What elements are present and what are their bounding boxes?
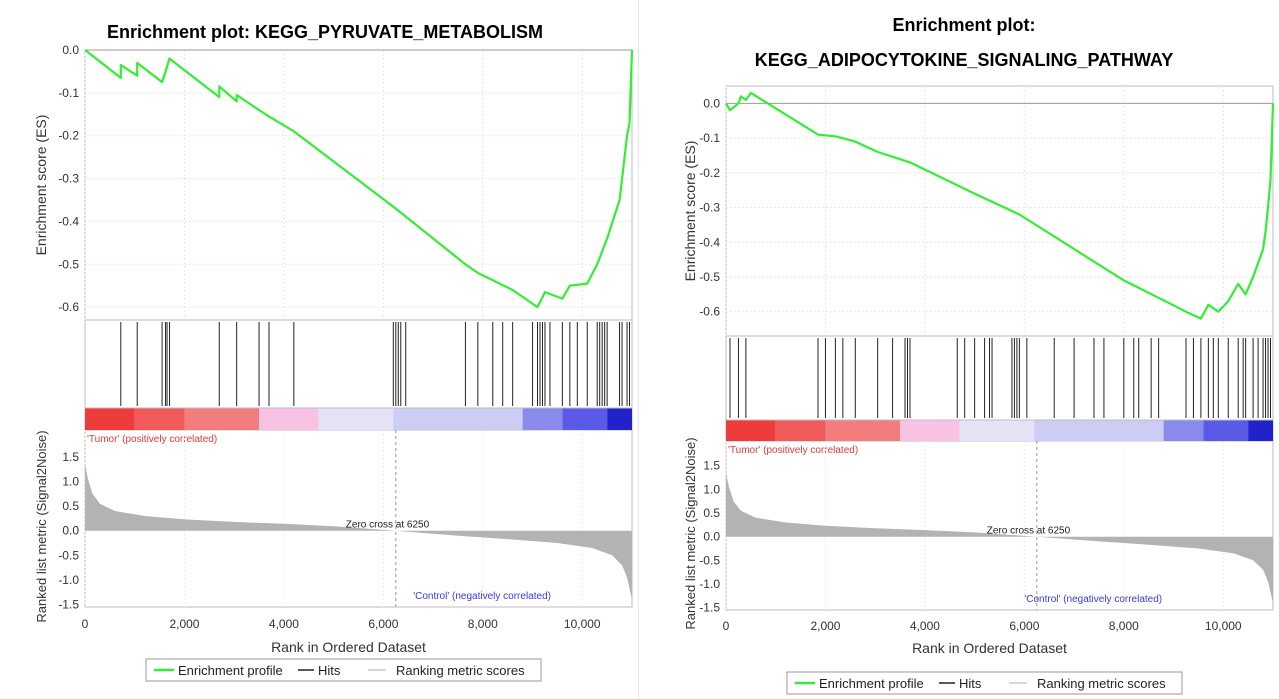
x-tick-label: 8,000: [468, 617, 498, 631]
x-axis-label: Rank in Ordered Dataset: [912, 640, 1067, 656]
heat-segment: [134, 408, 185, 430]
heat-segment: [900, 420, 960, 441]
enrichment-plot-adipocytokine: Enrichment plot: KEGG_ADIPOCYTOKINE_SIGNA…: [641, 0, 1279, 699]
metric-tick-label: 1.0: [62, 475, 79, 489]
metric-tick-label: -0.5: [699, 553, 720, 567]
metric-tick-label: 0.0: [62, 524, 79, 538]
es-tick-label: -0.5: [699, 270, 720, 284]
enrichment-plot-pyruvate: Enrichment plot: KEGG_PYRUVATE_METABOLIS…: [0, 0, 638, 699]
x-tick-label: 6,000: [1009, 619, 1039, 633]
metric-tick-label: -1.5: [699, 601, 720, 615]
heat-segment: [825, 420, 901, 441]
metric-tick-label: -1.5: [58, 598, 79, 612]
legend-frame: [145, 658, 542, 682]
metric-tick-label: 1.5: [62, 450, 79, 464]
metric-tick-label: 0.5: [62, 499, 79, 513]
panel-divider: [638, 0, 642, 699]
es-tick-label: 0.0: [703, 96, 720, 110]
heat-segment: [562, 408, 608, 430]
es-tick-label: -0.6: [699, 305, 720, 319]
es-tick-label: -0.5: [58, 257, 79, 271]
x-tick-label: 0: [723, 619, 730, 633]
x-tick-label: 2,000: [810, 619, 840, 633]
x-tick-label: 4,000: [910, 619, 940, 633]
metric-tick-label: -1.0: [58, 573, 79, 587]
heat-segment: [1203, 420, 1249, 441]
x-tick-label: 4,000: [269, 617, 299, 631]
x-tick-label: 6,000: [368, 617, 398, 631]
negative-correlation-label: 'Control' (negatively correlated): [413, 591, 551, 602]
enrichment-profile-line: [725, 91, 1275, 320]
es-tick-label: 0.0: [62, 43, 79, 57]
heat-segment: [726, 420, 776, 441]
enrichment-plot-svg: Enrichment plot: KEGG_PYRUVATE_METABOLIS…: [33, 22, 634, 682]
legend-metric-label: Ranking metric scores: [396, 663, 525, 678]
heat-segment: [85, 408, 135, 430]
heat-segment: [318, 408, 394, 430]
heat-segment: [259, 408, 319, 430]
metric-tick-label: 0.0: [703, 530, 720, 544]
chart-title-line: KEGG_ADIPOCYTOKINE_SIGNALING_PATHWAY: [755, 50, 1173, 70]
es-tick-label: -0.3: [699, 201, 720, 215]
metric-tick-label: 0.5: [703, 506, 720, 520]
negative-correlation-label: 'Control' (negatively correlated): [1024, 594, 1162, 605]
metric-axis-label: Ranked list metric (Signal2Noise): [683, 437, 698, 629]
metric-tick-label: 1.0: [703, 482, 720, 496]
ranking-metric-area: [85, 464, 632, 600]
es-tick-label: -0.2: [58, 129, 79, 143]
heat-segment: [607, 408, 632, 430]
heat-segment: [1034, 420, 1164, 441]
es-tick-label: -0.1: [58, 86, 79, 100]
legend-hits-label: Hits: [318, 663, 341, 678]
metric-tick-label: -0.5: [58, 548, 79, 562]
enrichment-profile-line: [84, 49, 634, 309]
x-tick-label: 8,000: [1109, 619, 1139, 633]
zero-cross-label: Zero cross at 6250: [987, 526, 1071, 537]
heat-segment: [393, 408, 523, 430]
es-axis-label: Enrichment score (ES): [682, 141, 698, 282]
legend-metric-label: Ranking metric scores: [1037, 676, 1166, 691]
legend-profile-label: Enrichment profile: [819, 676, 924, 691]
heat-segment: [1163, 420, 1204, 441]
metric-tick-label: -1.0: [699, 577, 720, 591]
x-tick-label: 10,000: [1205, 619, 1242, 633]
metric-axis-label: Ranked list metric (Signal2Noise): [34, 430, 49, 622]
es-tick-label: -0.6: [58, 300, 79, 314]
x-tick-label: 0: [82, 617, 89, 631]
es-tick-label: -0.4: [699, 235, 720, 249]
es-panel-frame: [84, 49, 633, 321]
heat-segment: [959, 420, 1035, 441]
legend-frame: [786, 671, 1183, 695]
legend-hits-label: Hits: [959, 676, 982, 691]
metric-panel-frame: [84, 429, 633, 608]
ranking-metric-area: [726, 472, 1273, 603]
heat-segment: [184, 408, 260, 430]
x-tick-label: 10,000: [564, 617, 601, 631]
zero-cross-label: Zero cross at 6250: [346, 520, 430, 531]
es-tick-label: -0.3: [58, 172, 79, 186]
positive-correlation-label: 'Tumor' (positively correlated): [728, 445, 858, 456]
es-tick-label: -0.2: [699, 166, 720, 180]
x-axis-label: Rank in Ordered Dataset: [271, 639, 426, 655]
es-axis-label: Enrichment score (ES): [33, 115, 49, 256]
chart-legend: Enrichment profile Hits Ranking metric sco…: [786, 671, 1183, 695]
chart-title-line: Enrichment plot:: [893, 15, 1036, 35]
heat-segment: [1248, 420, 1273, 441]
chart-legend: Enrichment profile Hits Ranking metric sco…: [145, 658, 542, 682]
es-tick-label: -0.1: [699, 131, 720, 145]
metric-tick-label: 1.5: [703, 459, 720, 473]
legend-profile-label: Enrichment profile: [178, 663, 283, 678]
es-tick-label: -0.4: [58, 214, 79, 228]
heat-segment: [522, 408, 563, 430]
heat-segment: [775, 420, 826, 441]
x-tick-label: 2,000: [169, 617, 199, 631]
chart-title-line: Enrichment plot: KEGG_PYRUVATE_METABOLIS…: [107, 22, 543, 42]
positive-correlation-label: 'Tumor' (positively correlated): [87, 434, 217, 445]
es-panel-frame: [725, 85, 1274, 337]
enrichment-plot-svg: Enrichment plot: KEGG_ADIPOCYTOKINE_SIGNA…: [682, 15, 1275, 695]
